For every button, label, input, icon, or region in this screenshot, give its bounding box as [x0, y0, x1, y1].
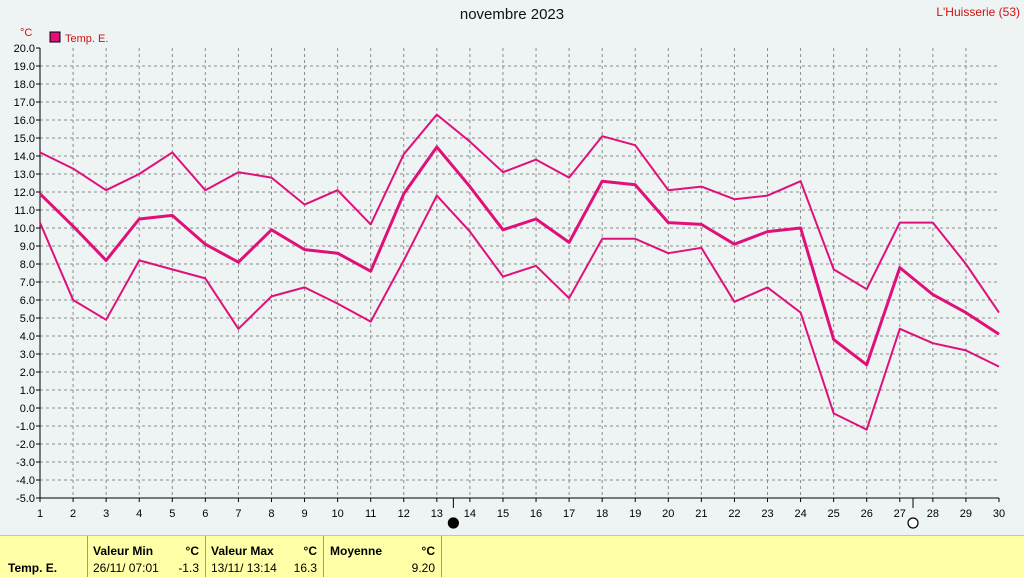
x-tick-label: 9 — [301, 508, 307, 520]
y-tick-label: 10.0 — [14, 223, 35, 235]
x-tick-label: 6 — [202, 508, 208, 520]
y-tick-label: 13.0 — [14, 169, 35, 181]
legend-swatch — [49, 31, 61, 43]
stats-series-cell: Temp. E. — [0, 536, 88, 577]
x-tick-label: 7 — [235, 508, 241, 520]
stats-table: Temp. E. Valeur Min °C 26/11/ 07:01 -1.3… — [0, 535, 1024, 577]
y-tick-label: 7.0 — [20, 277, 35, 289]
stats-min-cell: Valeur Min °C 26/11/ 07:01 -1.3 — [87, 536, 206, 577]
stats-series-label: Temp. E. — [8, 561, 58, 575]
x-tick-label: 11 — [365, 508, 376, 520]
x-tick-label: 3 — [103, 508, 109, 520]
stats-mean-label: Moyenne — [330, 544, 383, 558]
stats-max-unit: °C — [303, 544, 317, 558]
x-tick-label: 24 — [794, 508, 806, 520]
x-tick-label: 17 — [563, 508, 575, 520]
y-tick-label: -2.0 — [16, 439, 35, 451]
y-tick-label: 18.0 — [14, 79, 35, 91]
series-line-max — [39, 113, 1000, 314]
x-tick-label: 26 — [861, 508, 873, 520]
stats-max-date: 13/11/ 13:14 — [211, 561, 277, 575]
x-tick-label: 20 — [662, 508, 674, 520]
stats-max-value: 16.3 — [293, 561, 317, 575]
y-tick-label: 6.0 — [20, 295, 35, 307]
series-line-min — [39, 194, 1000, 431]
y-tick-label: 20.0 — [14, 43, 35, 55]
x-tick-label: 25 — [828, 508, 840, 520]
y-tick-label: 5.0 — [20, 313, 35, 325]
x-tick-label: 28 — [927, 508, 939, 520]
temperature-chart: -5.0 -4.0 -3.0 -2.0 -1.0 0.0 1.0 2.0 3.0 4.0 5.0 6.… — [14, 27, 1005, 529]
x-tick-label: 12 — [398, 508, 410, 520]
y-tick-label: 17.0 — [14, 97, 35, 109]
x-tick-label: 13 — [431, 508, 443, 520]
y-unit-label: °C — [20, 27, 32, 39]
x-tick-label: 10 — [331, 508, 343, 520]
y-tick-label: 3.0 — [20, 349, 35, 361]
y-tick-label: 15.0 — [14, 133, 35, 145]
x-tick-label: 14 — [464, 508, 476, 520]
x-tick-label: 22 — [728, 508, 740, 520]
x-tick-label: 2 — [70, 508, 76, 520]
x-tick-label: 18 — [596, 508, 608, 520]
stats-mean-value: 9.20 — [411, 561, 435, 575]
chart-title: novembre 2023 — [459, 6, 565, 23]
y-tick-label: 1.0 — [20, 385, 35, 397]
x-tick-label: 27 — [894, 508, 906, 520]
y-tick-label: 11.0 — [14, 205, 35, 217]
station-name: L'Huisserie (53) — [936, 5, 1020, 19]
stats-min-label: Valeur Min — [93, 544, 154, 558]
series-line-mean — [38, 145, 1000, 367]
y-tick-label: -4.0 — [16, 475, 35, 487]
x-tick-label: 29 — [960, 508, 972, 520]
y-tick-label: -5.0 — [16, 493, 35, 505]
x-tick-label: 19 — [629, 508, 641, 520]
y-tick-label: 2.0 — [20, 367, 35, 379]
x-tick-label: 15 — [497, 508, 509, 520]
y-tick-label: 12.0 — [14, 187, 35, 199]
legend-label: Temp. E. — [65, 33, 108, 45]
stats-max-label: Valeur Max — [211, 544, 274, 558]
stats-mean-unit: °C — [421, 544, 435, 558]
y-tick-label: 0.0 — [20, 403, 35, 415]
x-tick-label: 8 — [268, 508, 274, 520]
stats-min-value: -1.3 — [178, 561, 199, 575]
x-tick-label: 16 — [530, 508, 542, 520]
y-tick-label: 16.0 — [14, 115, 35, 127]
x-tick-label: 4 — [136, 508, 142, 520]
y-tick-label: 4.0 — [20, 331, 35, 343]
x-tick-label: 23 — [761, 508, 773, 520]
y-tick-label: -3.0 — [16, 457, 35, 469]
y-tick-label: 19.0 — [14, 61, 35, 73]
x-tick-label: 30 — [993, 508, 1005, 520]
x-tick-label: 5 — [169, 508, 175, 520]
stats-mean-cell: Moyenne °C 9.20 — [323, 536, 442, 577]
y-tick-label: -1.0 — [16, 421, 35, 433]
stats-max-cell: Valeur Max °C 13/11/ 13:14 16.3 — [205, 536, 324, 577]
y-tick-label: 9.0 — [20, 241, 35, 253]
x-tick-label: 1 — [37, 508, 43, 520]
y-tick-label: 14.0 — [14, 151, 35, 163]
x-tick-label: 21 — [695, 508, 707, 520]
stats-min-date: 26/11/ 07:01 — [93, 561, 159, 575]
full-moon-icon — [907, 517, 919, 529]
new-moon-icon — [447, 517, 459, 529]
y-tick-label: 8.0 — [20, 259, 35, 271]
stats-min-unit: °C — [185, 544, 199, 558]
